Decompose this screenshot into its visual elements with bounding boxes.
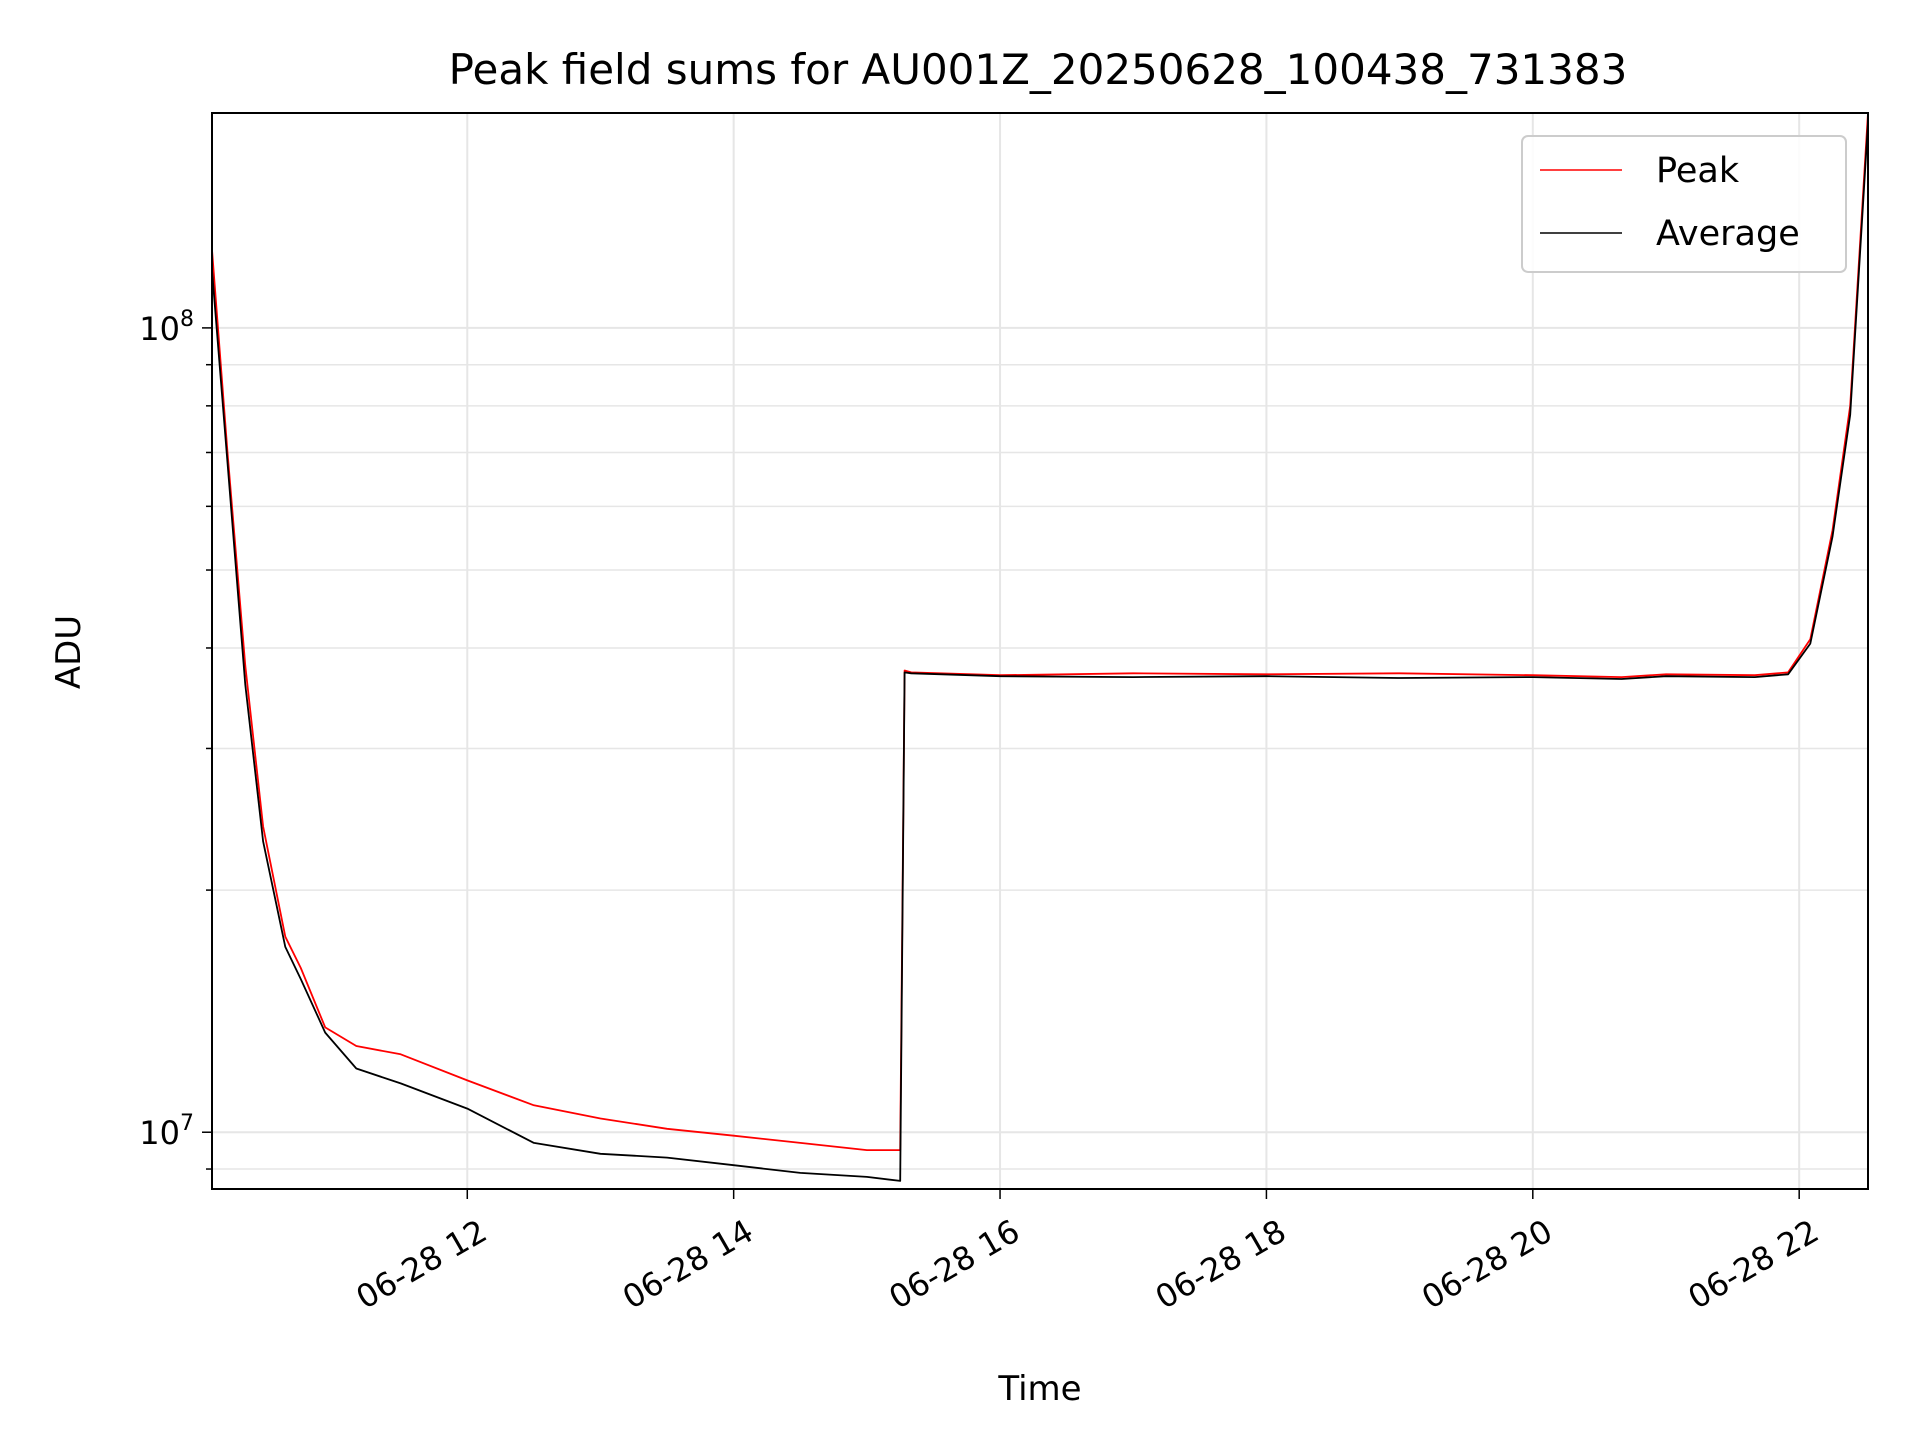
x-axis-label: Time	[997, 1369, 1081, 1409]
y-tick-label: 108	[139, 307, 194, 348]
series-layer	[211, 112, 1869, 1182]
y-axis-label: ADU	[49, 615, 89, 689]
y-tick-label: 107	[139, 1111, 194, 1152]
legend-label-peak: Peak	[1656, 151, 1740, 191]
legend: Peak Average	[1521, 135, 1847, 273]
series-line-peak	[211, 112, 1869, 1151]
y-axis: 107 108	[139, 307, 212, 1170]
legend-label-average: Average	[1656, 214, 1800, 254]
series-line-average	[211, 122, 1869, 1182]
plot-frame	[211, 112, 1869, 1190]
chart-title: Peak field sums for AU001Z_20250628_1004…	[449, 45, 1628, 94]
grid	[212, 113, 1868, 1189]
